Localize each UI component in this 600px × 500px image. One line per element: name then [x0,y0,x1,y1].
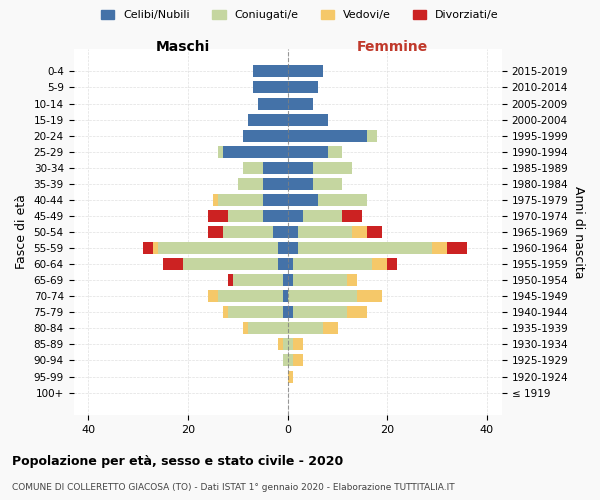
Bar [287,194,317,206]
Bar [243,162,263,174]
Bar [367,130,377,141]
Bar [278,338,283,350]
Bar [287,146,328,158]
Bar [263,194,287,206]
Text: Maschi: Maschi [156,40,210,54]
Bar [347,274,358,286]
Bar [283,274,287,286]
Bar [287,98,313,110]
Bar [238,178,263,190]
Bar [283,354,287,366]
Bar [263,178,287,190]
Bar [143,242,153,254]
Bar [287,114,328,126]
Bar [358,290,382,302]
Bar [293,274,347,286]
Bar [287,258,293,270]
Bar [293,354,302,366]
Bar [388,258,397,270]
Bar [373,258,388,270]
Bar [283,338,287,350]
Bar [223,306,228,318]
Bar [218,146,223,158]
Bar [367,226,382,238]
Bar [328,146,343,158]
Bar [302,210,343,222]
Y-axis label: Fasce di età: Fasce di età [15,194,28,270]
Bar [287,354,293,366]
Bar [313,178,343,190]
Bar [218,194,263,206]
Bar [243,322,248,334]
Bar [317,194,367,206]
Bar [218,290,283,302]
Bar [287,338,293,350]
Bar [278,242,287,254]
Bar [233,274,283,286]
Y-axis label: Anni di nascita: Anni di nascita [572,186,585,278]
Bar [183,258,278,270]
Bar [223,226,273,238]
Bar [223,146,287,158]
Bar [228,306,283,318]
Bar [298,226,352,238]
Bar [243,130,287,141]
Bar [278,258,287,270]
Bar [343,210,362,222]
Bar [323,322,338,334]
Bar [287,82,317,94]
Bar [253,82,287,94]
Bar [208,210,228,222]
Bar [352,226,367,238]
Text: Popolazione per età, sesso e stato civile - 2020: Popolazione per età, sesso e stato civil… [12,455,343,468]
Bar [228,274,233,286]
Text: COMUNE DI COLLERETTO GIACOSA (TO) - Dati ISTAT 1° gennaio 2020 - Elaborazione TU: COMUNE DI COLLERETTO GIACOSA (TO) - Dati… [12,483,455,492]
Bar [248,114,287,126]
Bar [283,290,287,302]
Bar [228,210,263,222]
Bar [287,290,358,302]
Bar [248,322,287,334]
Bar [287,370,293,382]
Bar [432,242,447,254]
Bar [287,178,313,190]
Bar [163,258,183,270]
Bar [158,242,278,254]
Bar [287,130,367,141]
Bar [258,98,287,110]
Bar [287,162,313,174]
Bar [153,242,158,254]
Bar [287,66,323,78]
Bar [263,210,287,222]
Bar [287,322,323,334]
Bar [253,66,287,78]
Text: Femmine: Femmine [356,40,428,54]
Bar [447,242,467,254]
Legend: Celibi/Nubili, Coniugati/e, Vedovi/e, Divorziati/e: Celibi/Nubili, Coniugati/e, Vedovi/e, Di… [97,6,503,25]
Bar [208,226,223,238]
Bar [298,242,432,254]
Bar [273,226,287,238]
Bar [213,194,218,206]
Bar [287,226,298,238]
Bar [287,242,298,254]
Bar [287,210,302,222]
Bar [287,274,293,286]
Bar [287,306,293,318]
Bar [208,290,218,302]
Bar [293,306,347,318]
Bar [293,338,302,350]
Bar [283,306,287,318]
Bar [293,258,373,270]
Bar [263,162,287,174]
Bar [347,306,367,318]
Bar [313,162,352,174]
